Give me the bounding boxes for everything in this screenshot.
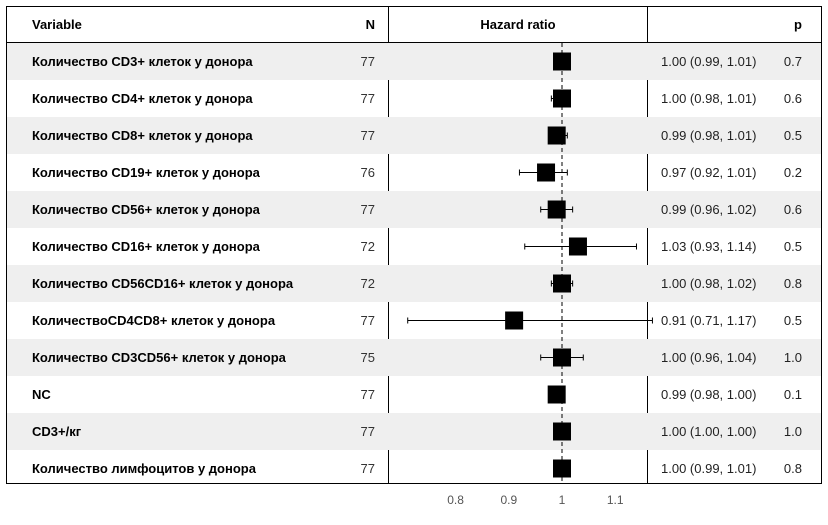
x-axis-ticks: 0.8 0.9 1 1.1 (447, 493, 624, 507)
estimate-marker (553, 348, 571, 367)
row-p: 0.2 (784, 165, 802, 180)
row-n: 77 (361, 313, 375, 328)
row-variable: Количество CD8+ клеток у донора (32, 128, 253, 143)
row-ci-text: 0.91 (0.71, 1.17) (661, 313, 756, 328)
row-n: 72 (361, 276, 375, 291)
row-ci-text: 1.00 (0.96, 1.04) (661, 350, 756, 365)
row-n: 76 (361, 165, 375, 180)
rows: Количество CD3+ клеток у донора 77 1.00 (0… (32, 52, 802, 478)
header-p: p (794, 17, 802, 32)
x-tick-label: 1.1 (607, 493, 624, 507)
row-stripe (7, 339, 821, 376)
estimate-marker (547, 126, 566, 145)
row-ci-text: 0.99 (0.98, 1.01) (661, 128, 756, 143)
table-frame (6, 6, 822, 484)
row-p: 0.5 (784, 239, 802, 254)
row-p: 0.8 (784, 276, 802, 291)
row-stripe (7, 265, 821, 302)
row-variable: CD3+/кг (32, 424, 82, 439)
row-variable: Количество CD4+ клеток у донора (32, 91, 253, 106)
row-variable: Количество CD19+ клеток у донора (32, 165, 261, 180)
row-variable: Количество лимфоцитов у донора (32, 461, 257, 476)
estimate-marker (553, 52, 571, 71)
x-tick-label: 1 (559, 493, 566, 507)
row-ci-text: 1.00 (0.99, 1.01) (661, 461, 756, 476)
row-p: 0.5 (784, 313, 802, 328)
row-n: 77 (361, 424, 375, 439)
x-tick-label: 0.8 (447, 493, 464, 507)
row-p: 1.0 (784, 350, 802, 365)
estimate-marker (553, 274, 571, 293)
row-n: 72 (361, 239, 375, 254)
estimate-marker (553, 422, 571, 441)
x-tick-label: 0.9 (500, 493, 517, 507)
estimate-marker (568, 237, 587, 256)
row-ci-text: 1.03 (0.93, 1.14) (661, 239, 756, 254)
row-p: 1.0 (784, 424, 802, 439)
row-n: 77 (361, 91, 375, 106)
row-variable: Количество CD3+ клеток у донора (32, 54, 253, 69)
estimate-marker (505, 311, 524, 330)
estimate-marker (553, 89, 571, 108)
header-variable: Variable (32, 17, 82, 32)
row-stripes (7, 43, 821, 450)
row-variable: NC (32, 387, 51, 402)
row-variable: Количество CD3CD56+ клеток у донора (32, 350, 287, 365)
row-ci-text: 0.97 (0.92, 1.01) (661, 165, 756, 180)
row-n: 77 (361, 202, 375, 217)
row-ci-text: 1.00 (0.98, 1.01) (661, 91, 756, 106)
row-n: 77 (361, 461, 375, 476)
row-stripe (7, 413, 821, 450)
row-stripe (7, 191, 821, 228)
header-hazard-ratio: Hazard ratio (480, 17, 555, 32)
row-ci-text: 1.00 (1.00, 1.00) (661, 424, 756, 439)
row-ci-text: 0.99 (0.98, 1.00) (661, 387, 756, 402)
row-ci-text: 1.00 (0.98, 1.02) (661, 276, 756, 291)
row-p: 0.6 (784, 91, 802, 106)
row-stripe (7, 43, 821, 80)
estimate-marker (537, 163, 556, 182)
row-variable: КоличествоCD4CD8+ клеток у донора (32, 313, 276, 328)
row-n: 77 (361, 54, 375, 69)
row-p: 0.8 (784, 461, 802, 476)
estimate-marker (547, 385, 566, 404)
row-variable: Количество CD56+ клеток у донора (32, 202, 261, 217)
estimate-marker (547, 200, 566, 219)
row-n: 77 (361, 128, 375, 143)
row-variable: Количество CD16+ клеток у донора (32, 239, 261, 254)
row-n: 75 (361, 350, 375, 365)
row-p: 0.6 (784, 202, 802, 217)
row-n: 77 (361, 387, 375, 402)
row-p: 0.7 (784, 54, 802, 69)
row-ci-text: 1.00 (0.99, 1.01) (661, 54, 756, 69)
row-stripe (7, 117, 821, 154)
row-variable: Количество CD56CD16+ клеток у донора (32, 276, 294, 291)
row-p: 0.1 (784, 387, 802, 402)
row-p: 0.5 (784, 128, 802, 143)
row-ci-text: 0.99 (0.96, 1.02) (661, 202, 756, 217)
header-n: N (366, 17, 375, 32)
estimate-marker (553, 459, 571, 478)
